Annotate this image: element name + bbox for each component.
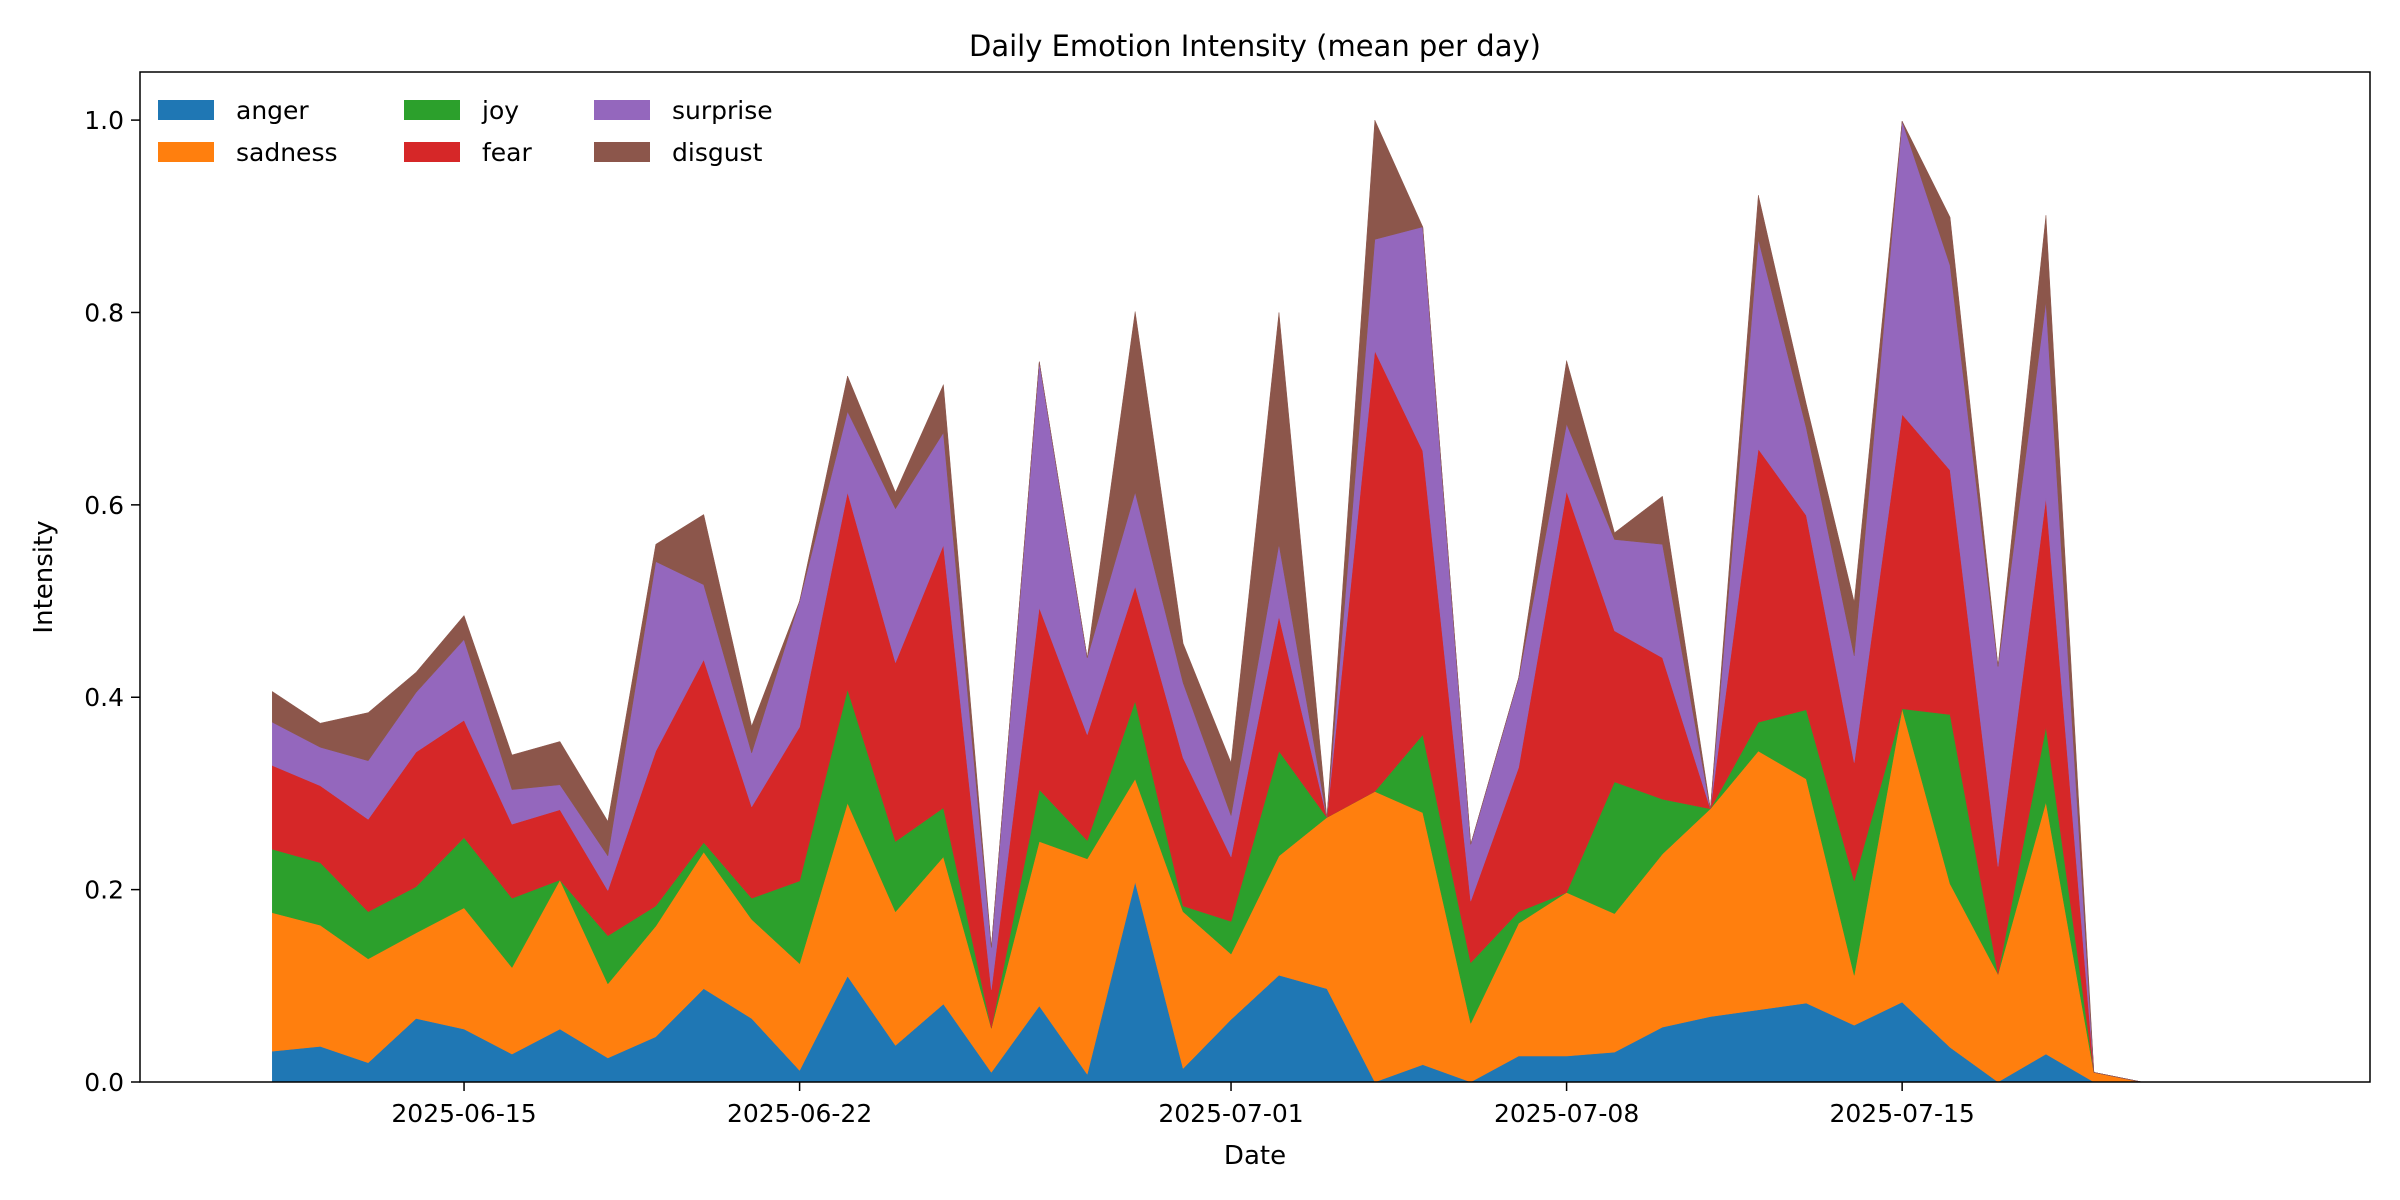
x-tick-label: 2025-06-22 — [727, 1099, 872, 1128]
plot-frame — [139, 71, 2371, 1083]
x-tick-label: 2025-07-08 — [1494, 1099, 1639, 1128]
y-tick-label: 0.4 — [84, 683, 124, 712]
y-tick-label: 0.2 — [84, 876, 124, 905]
legend-swatch-disgust — [594, 142, 650, 162]
chart-title: Daily Emotion Intensity (mean per day) — [969, 29, 1541, 63]
legend-swatch-fear — [404, 142, 460, 162]
legend-label-disgust: disgust — [672, 138, 763, 167]
area-series-group — [272, 119, 2238, 1083]
legend-label-joy: joy — [481, 96, 519, 125]
legend-label-sadness: sadness — [236, 138, 338, 167]
legend-swatch-sadness — [158, 142, 214, 162]
legend-swatch-surprise — [594, 100, 650, 120]
x-tick-label: 2025-07-01 — [1158, 1099, 1303, 1128]
x-axis: 2025-06-15 2025-06-22 2025-07-01 2025-07-08… — [391, 1082, 1975, 1128]
legend: anger sadness joy fear surprise disgust — [158, 96, 773, 167]
y-tick-label: 0.6 — [84, 491, 124, 520]
legend-swatch-joy — [404, 100, 460, 120]
y-tick-label: 0.0 — [84, 1068, 124, 1097]
x-axis-label: Date — [1224, 1141, 1286, 1171]
legend-label-fear: fear — [482, 138, 533, 167]
y-axis: 0.0 0.2 0.4 0.6 0.8 1.0 — [84, 106, 140, 1097]
legend-label-surprise: surprise — [672, 96, 773, 125]
x-tick-label: 2025-06-15 — [391, 1099, 536, 1128]
y-axis-label: Intensity — [29, 520, 59, 633]
legend-swatch-anger — [158, 100, 214, 120]
legend-label-anger: anger — [236, 96, 309, 125]
x-tick-label: 2025-07-15 — [1829, 1099, 1974, 1128]
y-tick-label: 1.0 — [84, 106, 124, 135]
y-tick-label: 0.8 — [84, 298, 124, 327]
